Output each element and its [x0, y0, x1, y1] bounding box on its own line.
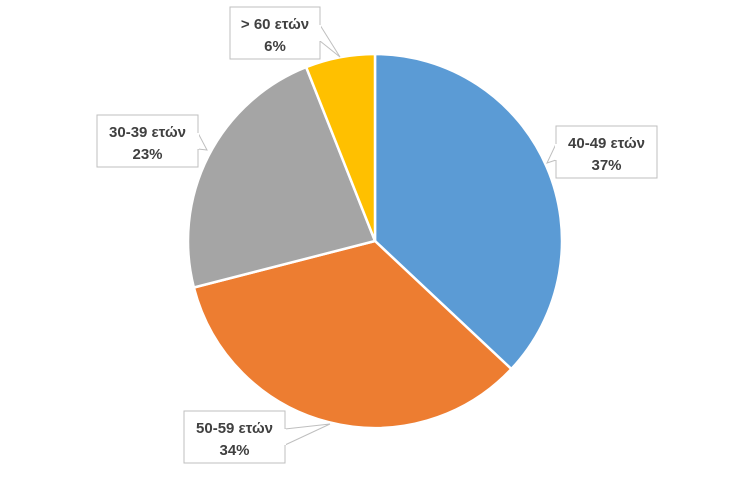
data-label-3: 30-39 ετών 23% — [96, 114, 208, 168]
callout-box — [229, 6, 321, 60]
data-label-callouts: 40-49 ετών 37% 50-59 ετών 34% 30-39 ετών 23% >… — [96, 6, 658, 464]
slice-category-label: > 60 ετών — [241, 16, 309, 33]
callout-box — [555, 125, 658, 179]
slice-percent-label: 6% — [264, 38, 286, 55]
data-label-1: 40-49 ετών 37% — [546, 125, 658, 179]
pie-slice-4 — [304, 52, 377, 243]
slice-percent-label: 37% — [591, 157, 621, 174]
slice-category-label: 30-39 ετών — [109, 124, 186, 141]
callout-box — [183, 410, 286, 464]
callout-pointer — [546, 143, 557, 164]
pie-slice-3 — [186, 65, 377, 289]
slice-percent-label: 23% — [132, 146, 162, 163]
callout-pointer — [197, 132, 208, 151]
data-label-2: 50-59 ετών 34% — [183, 410, 331, 464]
slice-category-label: 40-49 ετών — [568, 135, 645, 152]
data-label-4: > 60 ετών 6% — [229, 6, 341, 60]
callout-pointer — [284, 423, 331, 446]
pie-slices — [186, 52, 564, 430]
slice-category-label: 50-59 ετών — [196, 420, 273, 437]
slice-percent-label: 34% — [219, 442, 249, 459]
pie-slice-2 — [192, 239, 513, 430]
pie-slice-1 — [373, 52, 564, 371]
callout-box — [96, 114, 199, 168]
callout-pointer — [319, 24, 341, 58]
